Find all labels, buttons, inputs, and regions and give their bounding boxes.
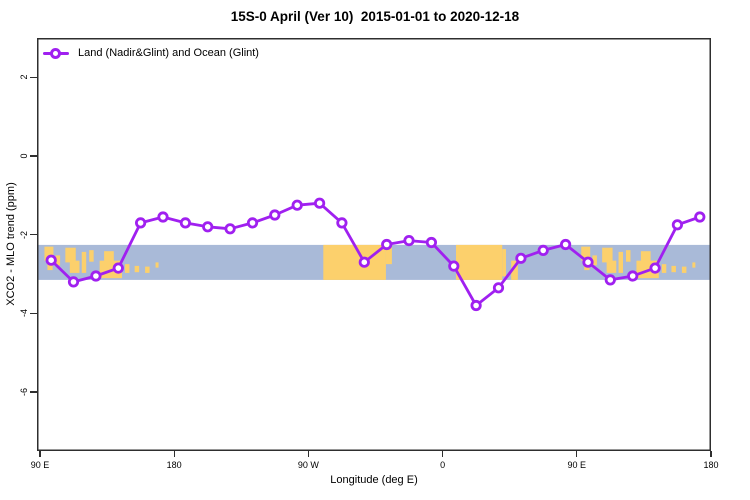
map-band-land-patch — [69, 260, 80, 273]
x-tick — [39, 451, 41, 457]
data-point-marker — [224, 223, 236, 235]
map-band-land-patch — [145, 266, 150, 273]
y-tick — [30, 391, 37, 393]
y-tick-label: 2 — [19, 74, 29, 80]
data-point-marker — [403, 235, 415, 247]
chart-title: 15S-0 April (Ver 10) 2015-01-01 to 2020-… — [230, 9, 520, 24]
map-band-land-patch — [618, 251, 624, 273]
map-band-land-patch — [65, 247, 76, 263]
data-point-marker — [492, 282, 505, 294]
legend-label: Land (Nadir&Glint) and Ocean (Glint) — [78, 47, 259, 59]
map-band-land-patch — [502, 249, 506, 277]
map-band-land-patch — [124, 264, 130, 273]
data-point-marker — [246, 217, 259, 229]
data-point-marker — [202, 221, 214, 233]
data-point-marker — [515, 252, 527, 264]
x-axis-title: Longitude (deg E) — [330, 474, 418, 486]
plot-area — [37, 38, 711, 451]
data-point-marker — [157, 211, 169, 223]
y-tick — [30, 76, 37, 78]
y-tick-label: -4 — [19, 309, 29, 318]
map-band-land-patch — [606, 260, 617, 273]
data-point-marker — [179, 217, 191, 229]
data-point-marker — [291, 199, 303, 211]
map-band-land-patch — [134, 265, 140, 273]
map-band-land-patch — [640, 251, 651, 263]
data-point-marker — [448, 260, 460, 272]
plot-frame — [37, 38, 711, 451]
map-band-land-patch — [671, 265, 676, 273]
data-point-marker — [425, 236, 437, 249]
data-point-marker — [358, 256, 370, 268]
data-point-marker — [694, 211, 706, 223]
map-band-land-patch — [385, 244, 392, 265]
map-band-land-patch — [323, 244, 386, 280]
x-tick-label: 180 — [703, 460, 719, 470]
data-point-marker — [559, 238, 572, 251]
data-point-marker — [336, 217, 348, 229]
map-band-land-patch — [456, 244, 503, 280]
y-tick — [30, 155, 37, 157]
map-band-land-patch — [511, 260, 518, 280]
map-band-land-patch — [89, 250, 94, 262]
legend-line-marker-icon — [43, 46, 69, 61]
data-point-marker — [90, 270, 102, 282]
data-point-marker — [381, 238, 393, 251]
data-point-marker — [470, 299, 482, 312]
map-band-land-patch — [155, 262, 159, 268]
y-axis-title: XCO2 - MLO trend (ppm) — [5, 182, 17, 306]
map-band-land-patch — [661, 264, 667, 273]
x-tick-label: 90 W — [297, 460, 319, 470]
x-tick-label: 0 — [440, 460, 446, 470]
x-tick — [441, 451, 444, 457]
map-band-land-patch — [626, 250, 631, 262]
x-tick — [710, 451, 712, 457]
map-band-land-patch — [44, 246, 54, 261]
x-tick — [307, 451, 309, 457]
data-point-marker — [582, 256, 594, 268]
y-tick — [30, 312, 37, 314]
x-tick-label: 180 — [166, 460, 182, 470]
data-point-marker — [627, 270, 639, 282]
data-point-marker — [45, 254, 57, 266]
x-tick-label: 90 E — [567, 460, 587, 470]
y-tick-label: -6 — [19, 387, 29, 397]
map-band-land-patch — [681, 266, 687, 273]
data-point-marker — [67, 276, 80, 288]
x-tick — [173, 451, 175, 457]
data-point-marker — [313, 197, 326, 209]
data-point-marker — [649, 262, 661, 274]
data-point-marker — [269, 209, 281, 221]
x-tick — [576, 451, 578, 457]
map-band-land-patch — [602, 247, 613, 263]
data-point-marker — [112, 262, 124, 274]
map-band-land-patch — [581, 246, 591, 261]
data-point-marker — [135, 217, 147, 229]
map-band-land-patch — [104, 251, 114, 263]
y-tick — [30, 234, 37, 236]
data-point-marker — [604, 274, 616, 286]
map-band-land-patch — [592, 255, 597, 266]
data-point-marker — [537, 244, 549, 256]
legend: Land (Nadir&Glint) and Ocean (Glint) — [43, 46, 259, 61]
map-band-land-patch — [692, 262, 696, 268]
map-band-land-patch — [55, 255, 61, 266]
y-tick-label: -2 — [19, 230, 29, 239]
map-band-land-patch — [81, 251, 87, 273]
data-point-marker — [671, 219, 684, 231]
y-tick-label: 0 — [19, 153, 29, 159]
x-tick-label: 90 E — [30, 460, 50, 470]
